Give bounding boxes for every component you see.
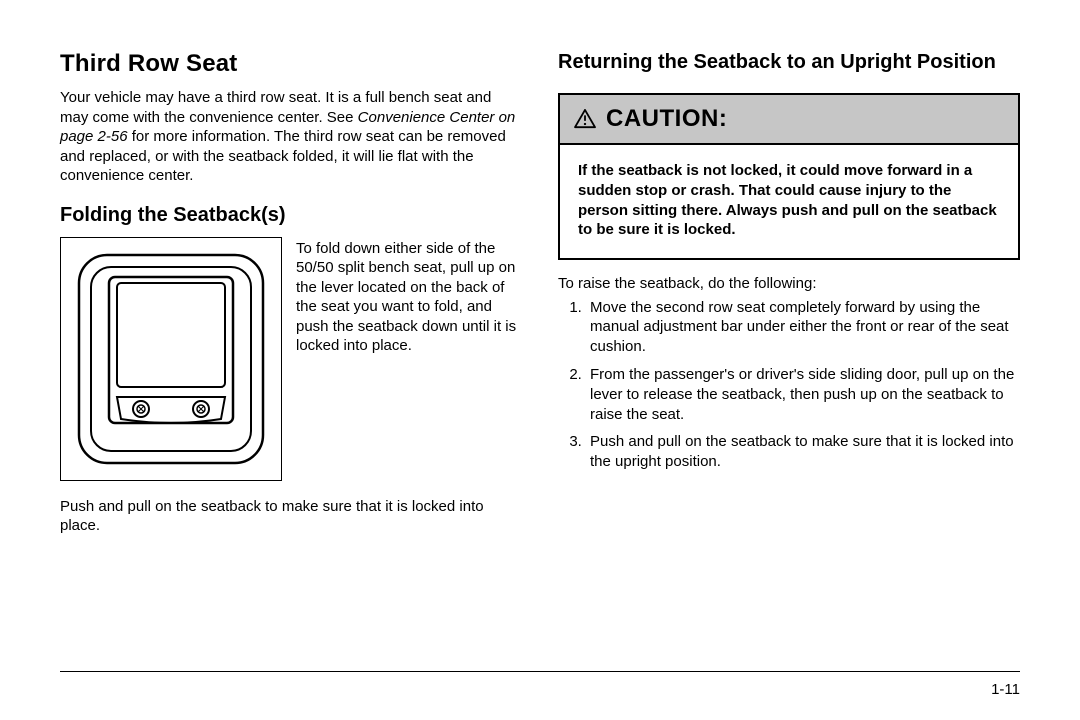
caution-body: If the seatback is not locked, it could … bbox=[560, 145, 1018, 258]
seat-lever-illustration bbox=[71, 247, 271, 471]
warning-triangle-icon bbox=[574, 109, 596, 129]
page-columns: Third Row Seat Your vehicle may have a t… bbox=[60, 50, 1020, 536]
right-column: Returning the Seatback to an Upright Pos… bbox=[558, 50, 1020, 536]
heading-returning-seatback: Returning the Seatback to an Upright Pos… bbox=[558, 50, 1020, 75]
intro-post: for more information. The third row seat… bbox=[60, 128, 506, 184]
after-figure-text: Push and pull on the seatback to make su… bbox=[60, 497, 522, 536]
heading-folding-seatback: Folding the Seatback(s) bbox=[60, 204, 522, 227]
footer-rule bbox=[60, 671, 1020, 672]
steps-intro: To raise the seatback, do the following: bbox=[558, 274, 1020, 294]
steps-list: Move the second row seat completely forw… bbox=[586, 298, 1020, 472]
left-column: Third Row Seat Your vehicle may have a t… bbox=[60, 50, 522, 536]
step-item: Move the second row seat completely forw… bbox=[586, 298, 1020, 357]
page-number: 1-11 bbox=[991, 681, 1020, 698]
caution-box: CAUTION: If the seatback is not locked, … bbox=[558, 93, 1020, 260]
intro-paragraph: Your vehicle may have a third row seat. … bbox=[60, 88, 522, 186]
caution-label: CAUTION: bbox=[606, 105, 727, 133]
caution-header: CAUTION: bbox=[560, 95, 1018, 145]
figure-caption: To fold down either side of the 50/50 sp… bbox=[296, 237, 522, 481]
heading-third-row-seat: Third Row Seat bbox=[60, 50, 522, 78]
step-item: Push and pull on the seatback to make su… bbox=[586, 432, 1020, 472]
seat-lever-figure bbox=[60, 237, 282, 481]
step-item: From the passenger's or driver's side sl… bbox=[586, 365, 1020, 424]
figure-row: To fold down either side of the 50/50 sp… bbox=[60, 237, 522, 481]
